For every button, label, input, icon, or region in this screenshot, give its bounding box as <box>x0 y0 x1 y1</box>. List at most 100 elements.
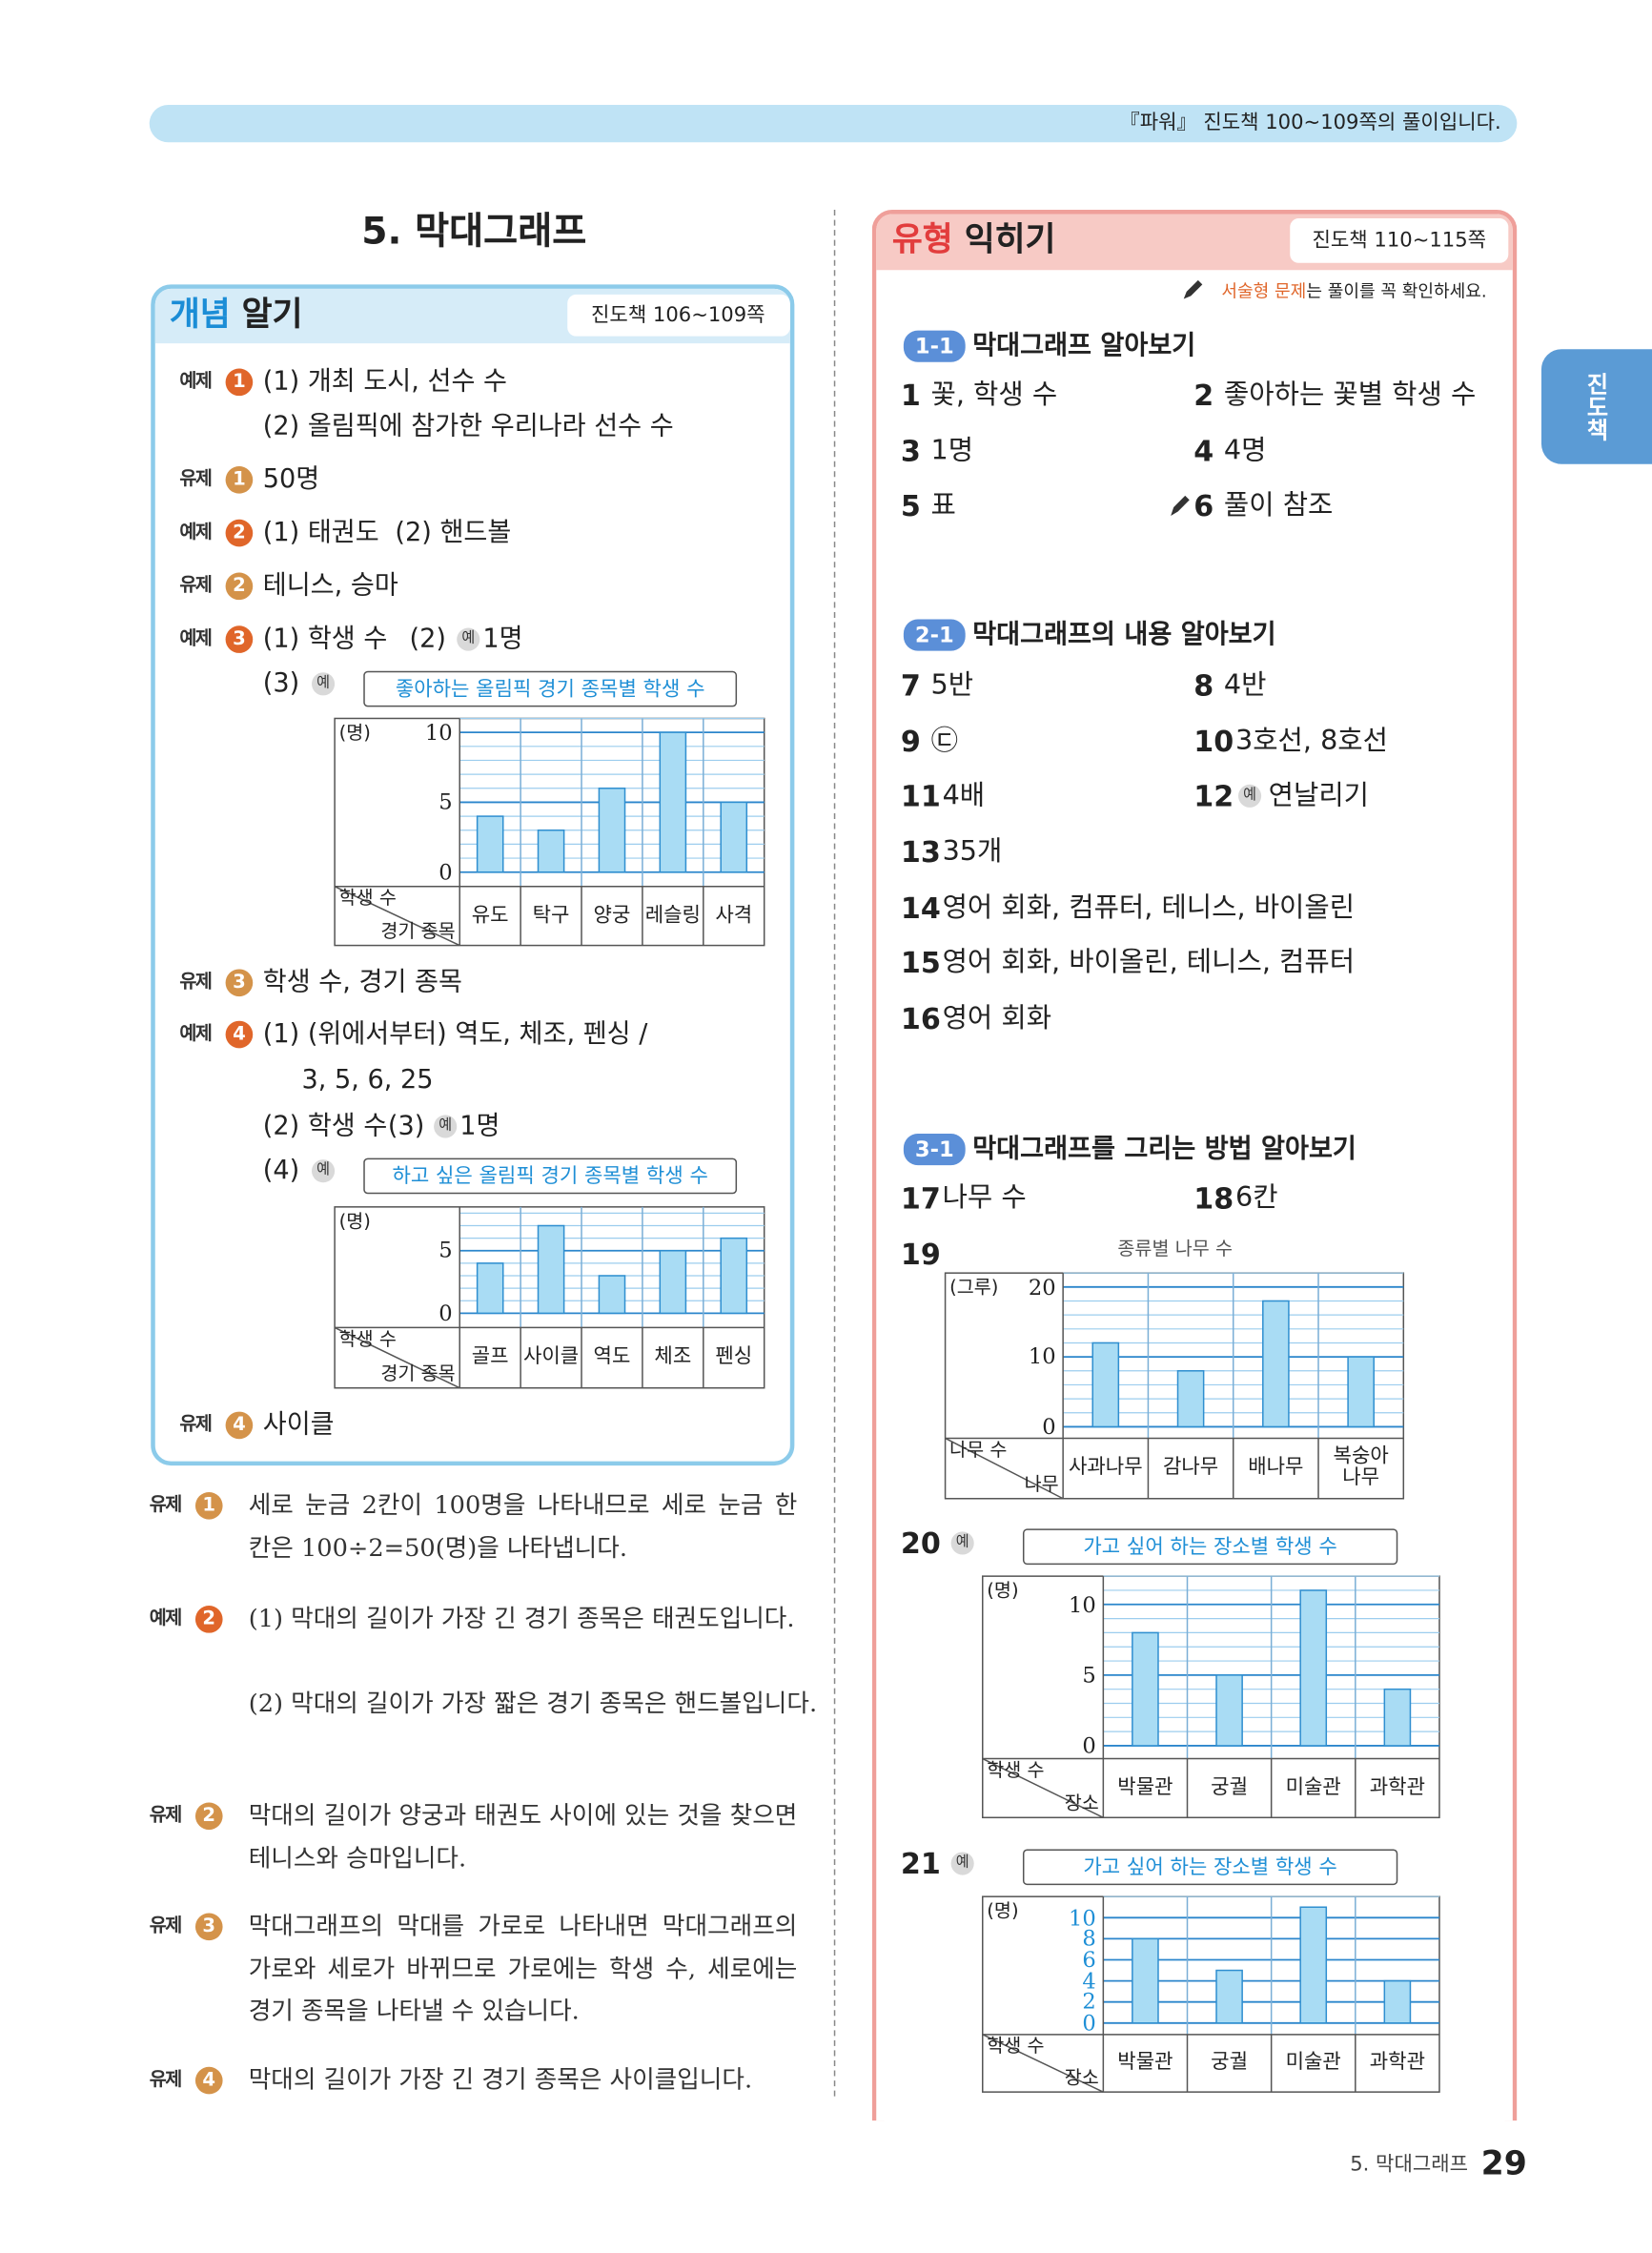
explanation-text: (1) 막대의 길이가 가장 긴 경기 종목은 태권도입니다. <box>248 1605 795 1634</box>
practice-box <box>871 210 1518 2121</box>
y-unit: (그루) <box>949 1277 999 1300</box>
chart-title: 가고 싶어 하는 장소별 학생 수 <box>1022 1528 1398 1566</box>
x-tick-label: 레슬링 <box>644 903 701 927</box>
y-tick-label: 6 <box>1082 1946 1096 1974</box>
bar <box>537 829 565 873</box>
y-tick-label: 0 <box>1082 1732 1096 1759</box>
answer-text: (3) <box>262 668 300 699</box>
x-tick-label: 복숭아 나무 <box>1333 1444 1389 1490</box>
section-tag: 유형 <box>891 221 953 259</box>
group-tag: 2-1 <box>903 619 966 651</box>
answer-number: 16 <box>900 1001 941 1036</box>
badge-label: 예제 <box>149 1608 183 1630</box>
y-tick-label: 0 <box>438 1300 453 1326</box>
chart-frame <box>944 1272 1405 1500</box>
example-mark: 예 <box>312 672 336 696</box>
badge-label: 유제 <box>179 1414 213 1436</box>
answer-number: 11 <box>900 778 941 813</box>
group-title: 막대그래프를 그리는 방법 알아보기 <box>972 1134 1356 1164</box>
group-tag: 3-1 <box>903 1133 966 1166</box>
badge-number: 2 <box>225 519 254 547</box>
answer-text: 나무 수 <box>942 1181 1027 1214</box>
bar <box>1299 1906 1328 2024</box>
answer-text: 학생 수, 경기 종목 <box>262 967 462 998</box>
answer-number: 8 <box>1193 667 1214 703</box>
y-tick-label: 2 <box>1082 1989 1096 2016</box>
answer-text: 50명 <box>262 464 320 495</box>
section-word: 알기 <box>241 296 303 334</box>
badge-number: 3 <box>225 969 254 997</box>
y-unit: (명) <box>338 723 371 745</box>
bar <box>1299 1589 1328 1747</box>
x-tick-label: 미술관 <box>1285 2050 1341 2075</box>
answer-text: (2) 올림픽에 참가한 우리나라 선수 수 <box>262 411 674 441</box>
y-tick-label: 8 <box>1082 1925 1096 1952</box>
pencil-icon <box>1183 279 1203 299</box>
badge-label: 유제 <box>149 1494 183 1517</box>
corner-diagonal <box>982 1757 1104 1818</box>
answer-number: 4 <box>1193 434 1214 469</box>
y-unit: (명) <box>987 1580 1019 1603</box>
section-heading: 개념 알기 <box>170 297 303 337</box>
answer-text: (2) 핸드볼 <box>395 517 512 548</box>
section-word: 익히기 <box>964 221 1056 259</box>
x-tick-label: 궁궐 <box>1211 1775 1248 1799</box>
answer-text: (1) 개최 도시, 선수 수 <box>262 366 508 398</box>
x-axis-label: 나무 <box>1024 1474 1059 1497</box>
side-tab-label: 진도책 <box>1581 372 1610 441</box>
y-axis-label: 학생 수 <box>338 1329 397 1351</box>
page-ref: 진도책 110~115쪽 <box>1312 229 1487 253</box>
chapter-title: 5. 막대그래프 <box>361 210 587 254</box>
y-axis-label: 학생 수 <box>987 2036 1045 2058</box>
y-tick-label: 4 <box>1082 1968 1096 1995</box>
badge-number: 4 <box>225 1411 254 1440</box>
answer-number: 1 <box>900 378 921 413</box>
badge-number: 4 <box>225 1020 254 1049</box>
answer-text: 연날리기 <box>1268 779 1370 811</box>
badge-label: 예제 <box>179 627 213 650</box>
badge-number: 1 <box>194 1491 223 1520</box>
x-tick-label: 탁구 <box>532 903 570 927</box>
answer-number: 5 <box>900 488 921 523</box>
bar <box>476 1262 504 1315</box>
answer-text: (2) <box>409 624 446 654</box>
answer-text: 1명 <box>930 435 974 467</box>
answer-text: 표 <box>930 489 956 522</box>
badge-number: 2 <box>194 1802 223 1831</box>
answer-text: 4배 <box>942 779 986 811</box>
chart-title: 좋아하는 올림픽 경기 종목별 학생 수 <box>363 670 738 707</box>
answer-text: (1) (위에서부터) 역도, 체조, 펜싱 / <box>262 1018 648 1050</box>
answer-text: ㉢ <box>930 725 959 757</box>
answer-text: 5반 <box>930 668 974 701</box>
badge-label: 예제 <box>179 1023 213 1045</box>
bar <box>1262 1300 1290 1428</box>
badge-number: 1 <box>225 466 254 494</box>
chart-frame <box>982 1575 1440 1819</box>
x-tick-label: 체조 <box>654 1344 692 1369</box>
group-title: 막대그래프의 내용 알아보기 <box>972 619 1276 650</box>
answer-number: 15 <box>900 945 941 980</box>
example-mark: 예 <box>457 627 480 651</box>
y-axis-label: 학생 수 <box>987 1760 1045 1782</box>
page-number: 29 <box>1480 2145 1527 2183</box>
answer-text: 좋아하는 꽃별 학생 수 <box>1223 379 1477 411</box>
answer-number: 3 <box>900 434 921 469</box>
answer-number: 9 <box>900 724 921 759</box>
y-tick-label: 10 <box>1028 1343 1056 1370</box>
pencil-icon <box>1171 495 1190 516</box>
x-axis-label: 장소 <box>1064 1792 1099 1815</box>
note: 서술형 문제는 풀이를 꼭 확인하세요. <box>1221 281 1486 302</box>
badge-number: 4 <box>194 2066 223 2095</box>
badge-number: 2 <box>194 1606 223 1633</box>
answer-text: (1) 태권도 <box>262 517 379 548</box>
explanation-text: 막대그래프의 막대를 가로로 나타내면 막대그래프의 가로와 세로가 바뀌므로 … <box>248 1912 798 2026</box>
badge-label: 유제 <box>179 468 213 491</box>
bar <box>1215 1674 1243 1747</box>
answer-number: 12 <box>1193 778 1234 813</box>
answer-number: 17 <box>900 1180 941 1216</box>
side-tab <box>1540 349 1652 464</box>
concept-box <box>151 284 795 1466</box>
section-tag: 개념 <box>169 296 231 334</box>
answer-text: 테니스, 승마 <box>262 570 398 602</box>
